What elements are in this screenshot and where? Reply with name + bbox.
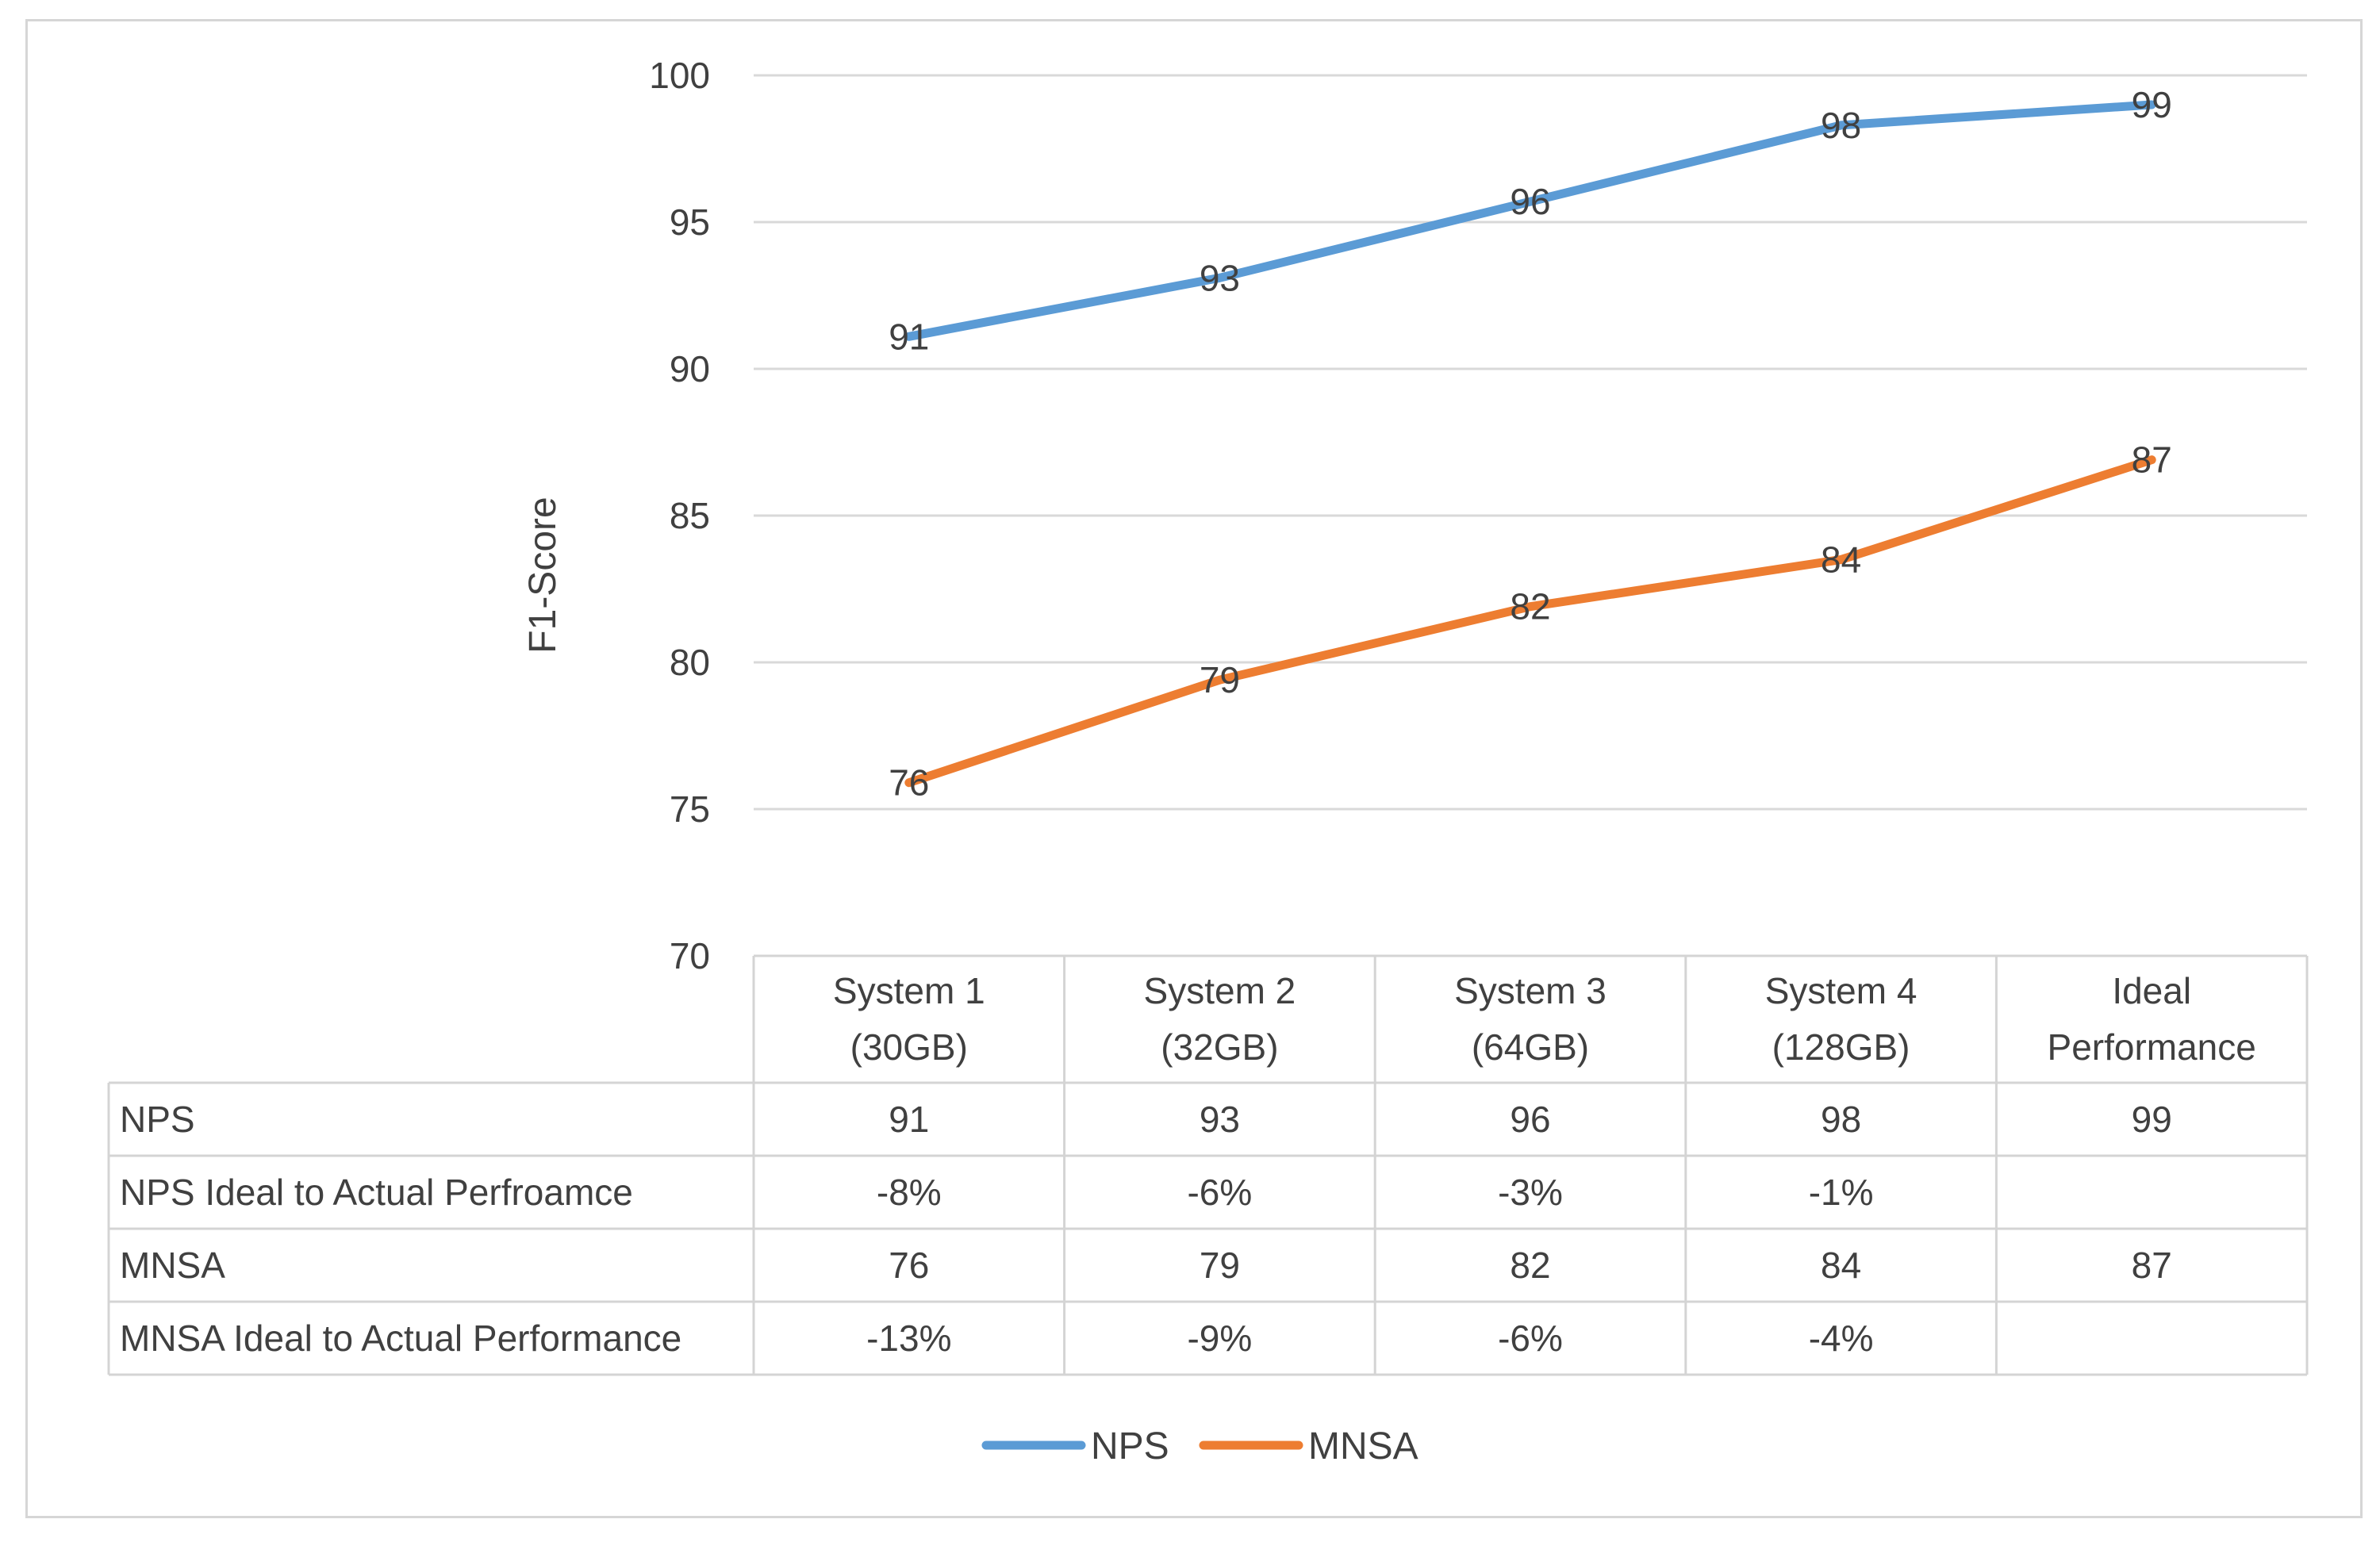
data-label-nps: 96: [1510, 181, 1550, 222]
data-label-nps: 99: [2132, 84, 2172, 125]
data-label-mnsa: 79: [1200, 659, 1240, 700]
data-label-mnsa: 87: [2132, 439, 2172, 481]
table-row-label: NPS: [120, 1099, 195, 1140]
series-line-mnsa: [904, 455, 2156, 788]
table-cell: 91: [889, 1099, 929, 1140]
data-label-nps: 98: [1821, 105, 1861, 146]
table-cell: -1%: [1809, 1172, 1874, 1213]
table-cell: 79: [1200, 1245, 1240, 1286]
table-cell: -6%: [1187, 1172, 1252, 1213]
table-row-label: MNSA: [120, 1245, 225, 1286]
chart-frame: [25, 19, 2363, 1518]
y-tick-label: 95: [670, 201, 710, 243]
table-cell: 87: [2132, 1245, 2172, 1286]
y-axis-title: F1-Score: [522, 497, 564, 653]
table-cell: -9%: [1187, 1318, 1252, 1359]
y-tick-label: 80: [670, 642, 710, 683]
table-cell: 76: [889, 1245, 929, 1286]
table-row-label: NPS Ideal to Actual Perfroamce: [120, 1172, 633, 1213]
data-label-nps: 93: [1200, 257, 1240, 298]
data-label-nps: 91: [889, 316, 929, 357]
table-row-label: MNSA Ideal to Actual Performance: [120, 1318, 681, 1359]
table-cell: -6%: [1498, 1318, 1563, 1359]
series-lines: [904, 100, 2156, 788]
data-label-mnsa: 76: [889, 762, 929, 804]
data-label-mnsa: 82: [1510, 586, 1550, 627]
table-cell: 82: [1510, 1245, 1550, 1286]
category-label: Ideal Performance: [2048, 970, 2256, 1068]
table-cell: -8%: [877, 1172, 942, 1213]
y-tick-label: 90: [670, 348, 710, 389]
category-label: System 3 (64GB): [1454, 970, 1606, 1068]
series-line-nps: [904, 100, 2156, 341]
category-label: System 2 (32GB): [1144, 970, 1296, 1068]
y-axis-ticks: 70 75 80 85 90 95 100: [649, 55, 710, 976]
table-cell: -3%: [1498, 1172, 1563, 1213]
data-labels: 91 93 96 98 99 76 79 82 84 87: [889, 84, 2172, 804]
data-table: System 1 (30GB) System 2 (32GB) System 3 (64G…: [107, 954, 2309, 1376]
y-tick-label: 70: [670, 935, 710, 976]
gridlines: [754, 74, 2307, 811]
category-label: System 1 (30GB): [833, 970, 985, 1068]
legend-label-nps: NPS: [1091, 1425, 1169, 1467]
table-cell: 96: [1510, 1099, 1550, 1140]
table-cell: -13%: [866, 1318, 951, 1359]
y-tick-label: 100: [649, 55, 710, 96]
table-cell: 99: [2132, 1099, 2172, 1140]
table-cell: 98: [1821, 1099, 1861, 1140]
category-label: System 4 (128GB): [1765, 970, 1917, 1068]
y-tick-label: 85: [670, 495, 710, 536]
legend: NPS MNSA: [981, 1425, 1418, 1467]
y-tick-label: 75: [670, 788, 710, 830]
table-cell: 93: [1200, 1099, 1240, 1140]
legend-label-mnsa: MNSA: [1308, 1425, 1418, 1467]
data-label-mnsa: 84: [1821, 539, 1861, 581]
table-cell: -4%: [1809, 1318, 1874, 1359]
table-cell: 84: [1821, 1245, 1861, 1286]
